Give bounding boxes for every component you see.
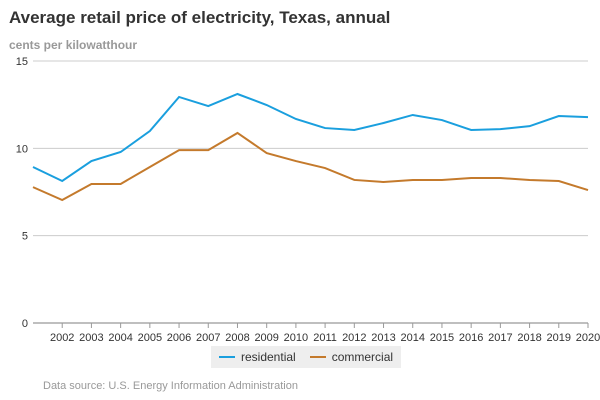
legend-swatch-commercial xyxy=(309,356,326,358)
x-tick-label: 2002 xyxy=(50,332,74,344)
chart-subtitle: cents per kilowatthour xyxy=(9,38,138,52)
legend-swatch-residential xyxy=(219,356,235,358)
x-tick-label: 2019 xyxy=(547,332,571,344)
y-tick-label: 0 xyxy=(22,318,28,330)
x-tick-label: 2014 xyxy=(400,332,424,344)
x-tick-label: 2007 xyxy=(196,332,220,344)
x-tick-label: 2006 xyxy=(167,332,191,344)
x-tick-label: 2012 xyxy=(342,332,366,344)
legend-item-commercial[interactable]: commercial xyxy=(309,350,394,364)
x-tick-label: 2003 xyxy=(79,332,103,344)
x-tick-label: 2004 xyxy=(108,332,132,344)
legend-label: commercial xyxy=(331,350,394,364)
series-line-residential xyxy=(32,92,589,183)
x-tick-label: 2016 xyxy=(459,332,483,344)
x-tick-label: 2013 xyxy=(371,332,395,344)
x-tick-label: 2011 xyxy=(313,332,337,344)
x-tick-label: 2015 xyxy=(430,332,454,344)
legend-item-residential[interactable]: residential xyxy=(219,350,296,364)
x-tick-label: 2020 xyxy=(576,332,600,344)
data-source: Data source: U.S. Energy Information Adm… xyxy=(43,380,298,392)
series-line-commercial xyxy=(32,131,589,202)
x-tick-label: 2005 xyxy=(138,332,162,344)
x-tick-label: 2009 xyxy=(254,332,278,344)
y-tick-label: 5 xyxy=(22,231,28,243)
x-tick-label: 2008 xyxy=(225,332,249,344)
chart-title: Average retail price of electricity, Tex… xyxy=(9,8,391,27)
x-tick-label: 2017 xyxy=(488,332,512,344)
y-tick-label: 15 xyxy=(16,56,28,68)
x-tick-label: 2018 xyxy=(517,332,541,344)
x-tick-label: 2010 xyxy=(284,332,308,344)
y-tick-label: 10 xyxy=(16,143,28,155)
legend: residential commercial xyxy=(211,346,402,368)
legend-label: residential xyxy=(241,350,296,364)
